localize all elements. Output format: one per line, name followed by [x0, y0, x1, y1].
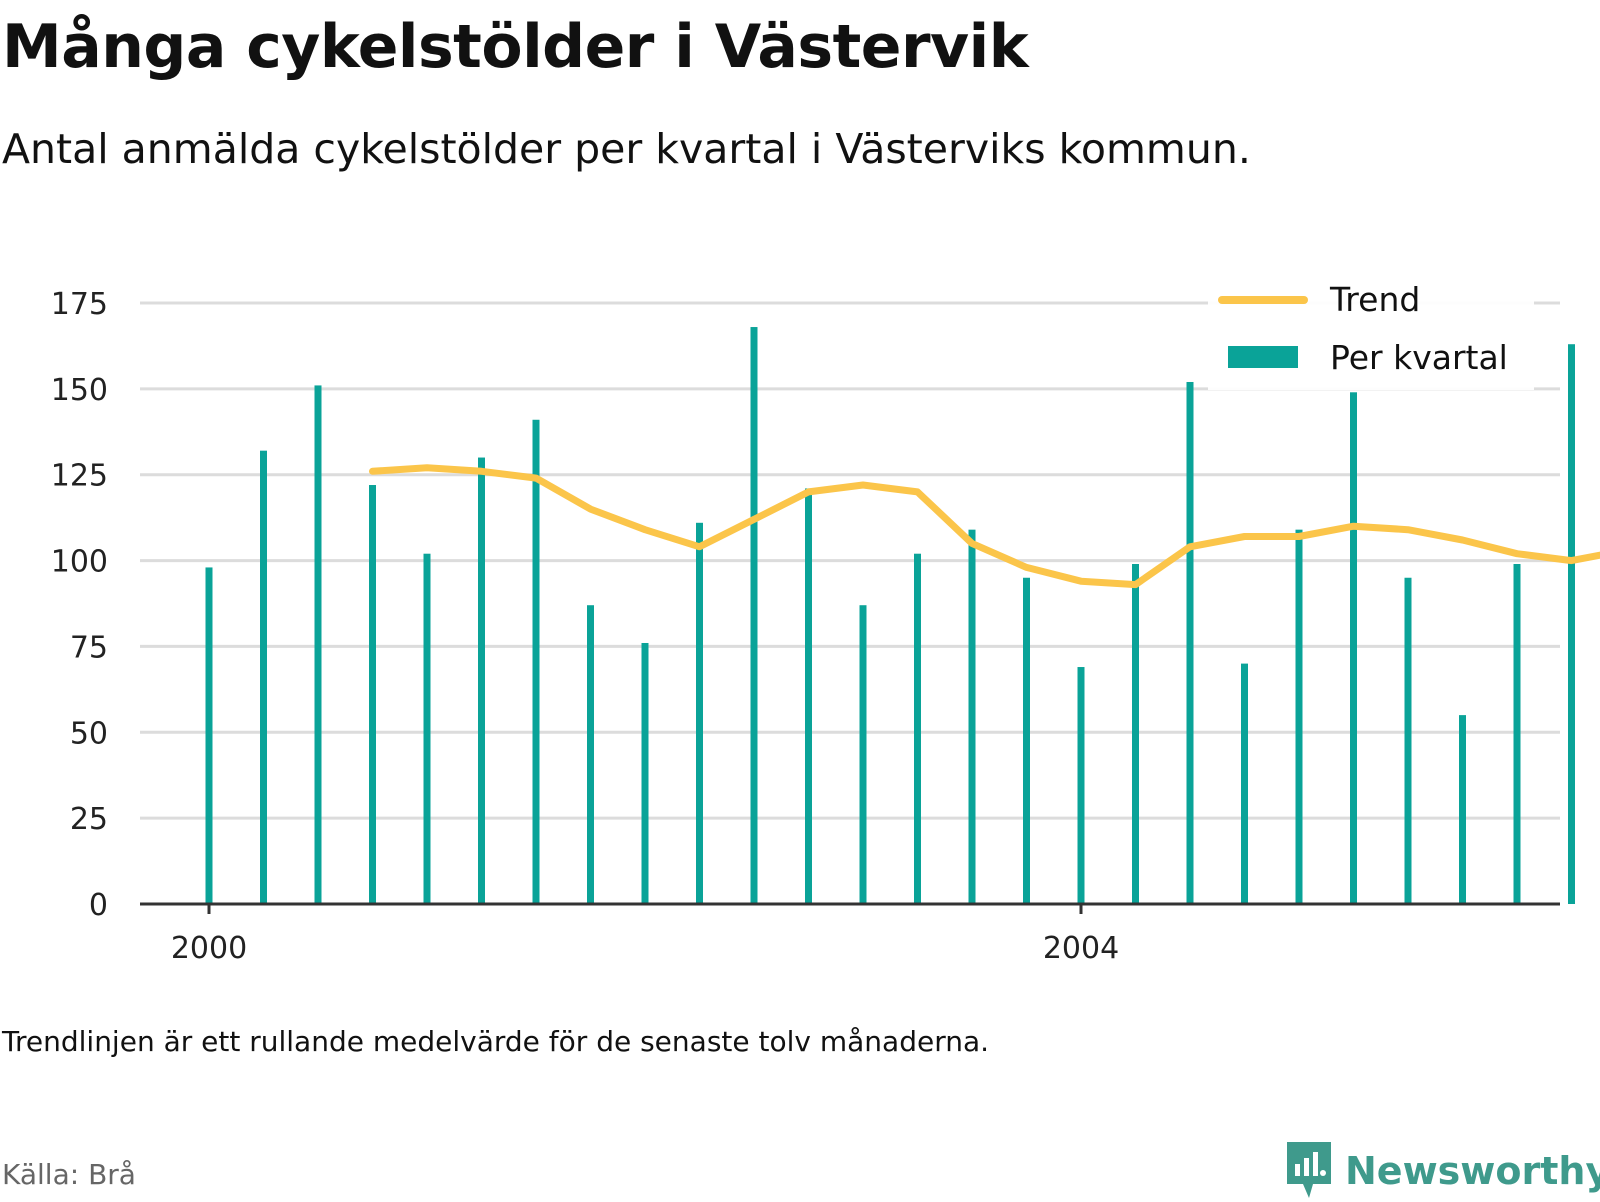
bar	[860, 605, 867, 904]
bar	[206, 567, 213, 904]
y-tick-label: 75	[70, 630, 108, 665]
bar	[587, 605, 594, 904]
brand-logo: Newsworthy	[1285, 1140, 1600, 1202]
legend-trend-label: Trend	[1329, 280, 1420, 319]
bar	[1241, 664, 1248, 904]
bar	[1568, 344, 1575, 904]
newsworthy-icon	[1285, 1140, 1333, 1202]
y-tick-label: 0	[89, 888, 108, 923]
bar	[1405, 578, 1412, 904]
y-tick-label: 150	[51, 373, 108, 408]
trend-line-layer	[373, 468, 1600, 815]
trend-line	[373, 468, 1600, 815]
bar	[1132, 564, 1139, 904]
bar	[369, 485, 376, 904]
x-tick-label: 2000	[171, 931, 247, 966]
bar	[1078, 667, 1085, 904]
bar	[1023, 578, 1030, 904]
bar	[1514, 564, 1521, 904]
bar	[1350, 392, 1357, 904]
brand-name: Newsworthy	[1345, 1149, 1600, 1193]
bar-line-chart: 0255075100125150175200020042008201220162…	[0, 0, 1600, 1000]
bar	[260, 451, 267, 904]
y-tick-label: 50	[70, 716, 108, 751]
bar	[478, 458, 485, 904]
legend-bar-swatch	[1228, 346, 1298, 368]
y-tick-label: 125	[51, 459, 108, 494]
x-tick-label: 2004	[1043, 931, 1119, 966]
bar	[1187, 382, 1194, 904]
legend-bar-label: Per kvartal	[1330, 338, 1508, 377]
bar	[315, 385, 322, 904]
bar	[969, 530, 976, 904]
bar	[1296, 530, 1303, 904]
y-tick-label: 25	[70, 802, 108, 837]
footnote: Trendlinjen är ett rullande medelvärde f…	[2, 1025, 989, 1058]
bar	[642, 643, 649, 904]
bar	[805, 488, 812, 904]
legend: Trend Per kvartal	[1208, 268, 1534, 390]
bar	[751, 327, 758, 904]
y-tick-label: 175	[51, 287, 108, 322]
bar	[914, 554, 921, 904]
y-tick-label: 100	[51, 545, 108, 580]
bar	[696, 523, 703, 904]
source-credit: Källa: Brå	[2, 1158, 136, 1191]
bar	[1459, 715, 1466, 904]
bar	[424, 554, 431, 904]
bar	[533, 420, 540, 904]
